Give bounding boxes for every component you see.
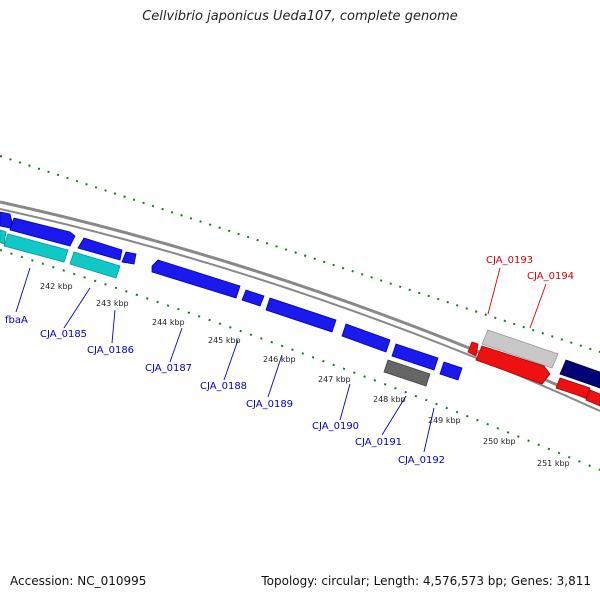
inner-tick-ring <box>0 249 600 471</box>
leader-lines <box>15 267 435 453</box>
genome-backbone <box>0 200 600 412</box>
kbp-label: 242 kbp <box>40 282 73 291</box>
gene-labels: fbaA CJA_0185 CJA_0186 CJA_0187 CJA_0188… <box>5 255 574 466</box>
gene-red-right-2 <box>585 389 600 407</box>
gene-label-CJA-0192: CJA_0192 <box>398 455 445 466</box>
map-title: Cellvibrio japonicus Ueda107, complete g… <box>142 9 458 24</box>
kbp-label: 245 kbp <box>208 336 241 345</box>
gene-CJA-0191-gray <box>383 359 431 387</box>
gene-CJA-0186 <box>69 251 121 279</box>
gene-label-CJA-0187: CJA_0187 <box>145 363 192 374</box>
kbp-label: 246 kbp <box>263 355 296 364</box>
gene-label-CJA-0189: CJA_0189 <box>246 399 293 410</box>
gene-label-CJA-0185: CJA_0185 <box>40 329 87 340</box>
gene-CJA-0194 <box>475 345 551 385</box>
gene-fbaA <box>0 229 7 245</box>
gene-forward-2 <box>9 217 76 247</box>
gene-navy <box>559 359 600 389</box>
gene-red-right-1 <box>555 377 591 399</box>
gene-CJA-0190 <box>341 323 391 353</box>
gene-label-CJA-0191: CJA_0191 <box>355 437 402 448</box>
gene-CJA-0193 <box>481 329 559 369</box>
kbp-label: 244 kbp <box>152 318 185 327</box>
gene-forward-4 <box>121 251 137 265</box>
gene-label-CJA-0193: CJA_0193 <box>486 255 533 266</box>
gene-red-small <box>467 341 479 357</box>
reverse-strand-genes <box>0 229 463 387</box>
gene-label-CJA-0188: CJA_0188 <box>200 381 247 392</box>
gene-label-CJA-0194: CJA_0194 <box>527 271 574 282</box>
gene-label-fbaA: fbaA <box>5 315 28 326</box>
topology-summary: Topology: circular; Length: 4,576,573 bp… <box>261 574 591 588</box>
leader-lines-red <box>487 267 547 329</box>
forward-strand-genes <box>0 211 600 407</box>
gene-CJA-0189 <box>265 297 337 333</box>
kbp-label: 251 kbp <box>537 459 570 468</box>
gene-CJA-0188 <box>241 289 265 307</box>
kbp-label: 247 kbp <box>318 375 351 384</box>
gene-forward-3 <box>77 237 123 261</box>
kbp-label: 248 kbp <box>373 395 406 404</box>
kbp-label: 250 kbp <box>483 437 516 446</box>
gene-label-CJA-0190: CJA_0190 <box>312 421 359 432</box>
gene-forward-1 <box>0 211 13 229</box>
kbp-label: 249 kbp <box>428 416 461 425</box>
gene-CJA-0191 <box>391 343 439 371</box>
gene-cyan-1 <box>3 233 69 263</box>
accession-label: Accession: NC_010995 <box>10 574 147 588</box>
gene-CJA-0192 <box>439 361 463 381</box>
kbp-label: 243 kbp <box>96 299 129 308</box>
gene-label-CJA-0186: CJA_0186 <box>87 345 134 356</box>
outer-tick-ring <box>0 155 600 353</box>
gene-CJA-0187 <box>151 259 241 299</box>
kbp-labels: 242 kbp 243 kbp 244 kbp 245 kbp 246 kbp … <box>40 282 570 468</box>
